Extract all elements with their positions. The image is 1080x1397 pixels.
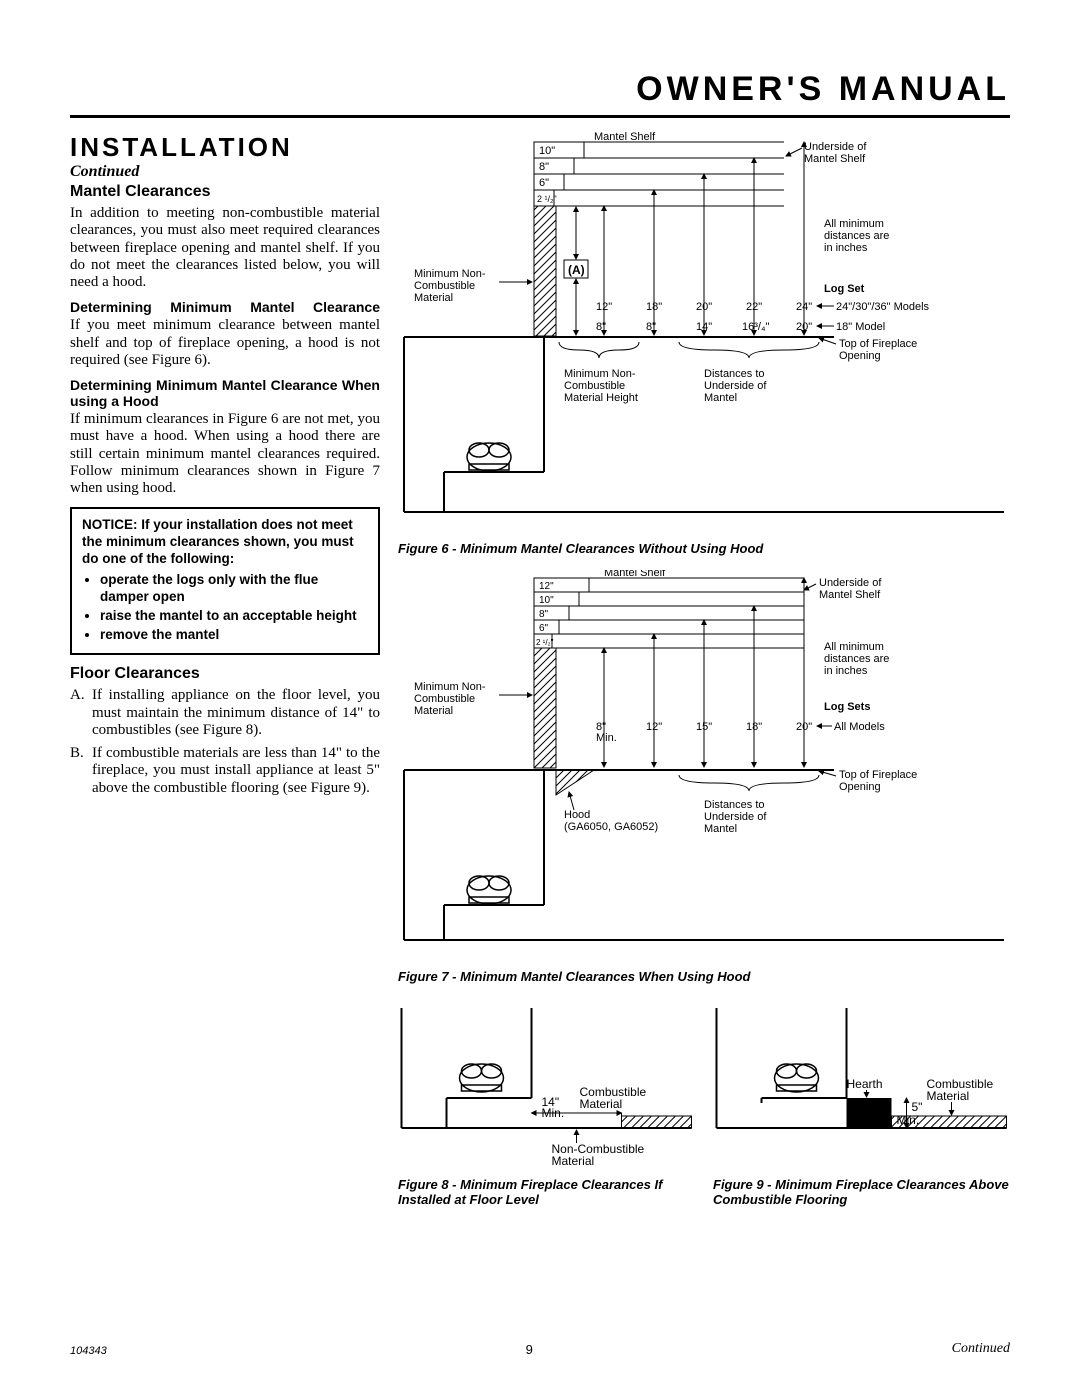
svg-text:8": 8" (646, 321, 656, 333)
figure-9-diagram: Hearth CombustibleMaterial 5" Min. (713, 998, 1010, 1168)
svg-text:18": 18" (646, 301, 662, 313)
svg-text:12": 12" (646, 721, 662, 733)
svg-text:2 ¹/₂": 2 ¹/₂" (536, 638, 554, 647)
svg-text:All minimumdistances arein inc: All minimumdistances arein inches (824, 218, 889, 254)
svg-text:18" Model: 18" Model (836, 321, 885, 333)
hood-head: Determining Minimum Mantel Clearance Whe… (70, 377, 380, 409)
floor-item-letter: A. (70, 687, 92, 739)
svg-text:24": 24" (796, 301, 812, 313)
figure-6-caption: Figure 6 - Minimum Mantel Clearances Wit… (398, 541, 1010, 556)
section-title: INSTALLATION (70, 132, 380, 163)
svg-text:20": 20" (696, 301, 712, 313)
svg-text:Minimum Non-CombustibleMateria: Minimum Non-CombustibleMaterial Height (564, 368, 638, 404)
svg-text:6": 6" (539, 623, 549, 634)
svg-text:All Models: All Models (834, 721, 885, 733)
continued-label: Continued (70, 163, 380, 181)
notice-item: raise the mantel to an acceptable height (100, 608, 368, 625)
svg-text:2 ¹/₂": 2 ¹/₂" (537, 194, 557, 204)
doc-number: 104343 (70, 1345, 107, 1357)
svg-text:Underside ofMantel Shelf: Underside ofMantel Shelf (819, 577, 882, 601)
figure-8-caption: Figure 8 - Minimum Fireplace Clearances … (398, 1177, 695, 1207)
svg-text:Top of FireplaceOpening: Top of FireplaceOpening (839, 338, 917, 362)
figure-7-diagram: 12" 10" 8" 6" 2 ¹/₂" Mantel Shelf Unders… (398, 570, 1010, 960)
svg-text:Mantel Shelf: Mantel Shelf (604, 570, 666, 579)
page-footer: 104343 9 Continued (70, 1341, 1010, 1357)
svg-text:5": 5" (912, 1100, 923, 1114)
svg-text:10": 10" (539, 595, 554, 606)
floor-item: A. If installing appliance on the floor … (70, 687, 380, 739)
right-column: 10" 8" 6" 2 ¹/₂" Mantel Shelf Underside … (398, 132, 1010, 1221)
svg-text:Mantel Shelf: Mantel Shelf (594, 132, 656, 143)
left-column: INSTALLATION Continued Mantel Clearances… (70, 132, 380, 1221)
page-number: 9 (526, 1342, 533, 1357)
notice-box: NOTICE: If your installation does not me… (70, 507, 380, 655)
determining-head: Determining Minimum Mantel Clearance (70, 299, 380, 315)
svg-text:Log Sets: Log Sets (824, 701, 870, 713)
svg-text:22": 22" (746, 301, 762, 313)
svg-text:14": 14" (696, 321, 712, 333)
svg-text:Log Set: Log Set (824, 283, 865, 295)
figure-7-caption: Figure 7 - Minimum Mantel Clearances Whe… (398, 969, 1010, 984)
svg-text:16³/₄": 16³/₄" (742, 321, 769, 333)
svg-text:Minimum Non-CombustibleMateria: Minimum Non-CombustibleMaterial (414, 268, 486, 304)
svg-text:(A): (A) (568, 263, 585, 277)
mantel-para: In addition to meeting non-combustible m… (70, 205, 380, 291)
svg-text:Hearth: Hearth (847, 1077, 883, 1091)
svg-text:10": 10" (539, 145, 555, 157)
svg-text:CombustibleMaterial: CombustibleMaterial (927, 1077, 994, 1103)
svg-text:Minimum Non-CombustibleMateria: Minimum Non-CombustibleMaterial (414, 681, 486, 717)
svg-text:14"Min.: 14"Min. (542, 1095, 565, 1120)
page-title: OWNER'S MANUAL (70, 70, 1010, 118)
svg-text:15": 15" (696, 721, 712, 733)
continued-footer: Continued (952, 1341, 1010, 1357)
svg-text:18": 18" (746, 721, 762, 733)
svg-text:12": 12" (539, 581, 554, 592)
notice-item: remove the mantel (100, 627, 368, 644)
svg-text:12": 12" (596, 301, 612, 313)
svg-text:20": 20" (796, 721, 812, 733)
svg-text:Distances toUnderside ofMantel: Distances toUnderside ofMantel (704, 368, 767, 404)
notice-item: operate the logs only with the flue damp… (100, 572, 368, 606)
notice-lead: NOTICE: If your installation does not me… (82, 517, 368, 568)
svg-text:24"/30"/36" Models: 24"/30"/36" Models (836, 301, 930, 313)
svg-text:8"Min.: 8"Min. (596, 721, 617, 744)
figure-6-diagram: 10" 8" 6" 2 ¹/₂" Mantel Shelf Underside … (398, 132, 1010, 532)
hood-para: If minimum clearances in Figure 6 are no… (70, 411, 380, 497)
determining-para: If you meet minimum clearance between ma… (70, 317, 380, 369)
svg-text:8": 8" (596, 321, 606, 333)
svg-text:CombustibleMaterial: CombustibleMaterial (580, 1085, 647, 1111)
svg-text:Underside ofMantel Shelf: Underside ofMantel Shelf (804, 141, 867, 165)
svg-text:Hood(GA6050, GA6052): Hood(GA6050, GA6052) (564, 809, 658, 833)
svg-text:Top of FireplaceOpening: Top of FireplaceOpening (839, 769, 917, 793)
svg-text:8": 8" (539, 161, 549, 173)
figure-9-caption: Figure 9 - Minimum Fireplace Clearances … (713, 1177, 1010, 1207)
svg-text:6": 6" (539, 177, 549, 189)
svg-text:8": 8" (539, 609, 549, 620)
floor-item-letter: B. (70, 745, 92, 797)
floor-item-text: If installing appliance on the floor lev… (92, 687, 380, 739)
svg-text:20": 20" (796, 321, 812, 333)
svg-text:All minimumdistances arein inc: All minimumdistances arein inches (824, 641, 889, 677)
mantel-clearances-head: Mantel Clearances (70, 183, 380, 201)
figure-8-diagram: 14"Min. CombustibleMaterial Non-Combusti… (398, 998, 695, 1168)
floor-clearances-head: Floor Clearances (70, 665, 380, 683)
svg-text:Non-CombustibleMaterial: Non-CombustibleMaterial (552, 1142, 645, 1168)
floor-item: B. If combustible materials are less tha… (70, 745, 380, 797)
svg-text:Distances toUnderside ofMantel: Distances toUnderside ofMantel (704, 799, 767, 835)
floor-item-text: If combustible materials are less than 1… (92, 745, 380, 797)
